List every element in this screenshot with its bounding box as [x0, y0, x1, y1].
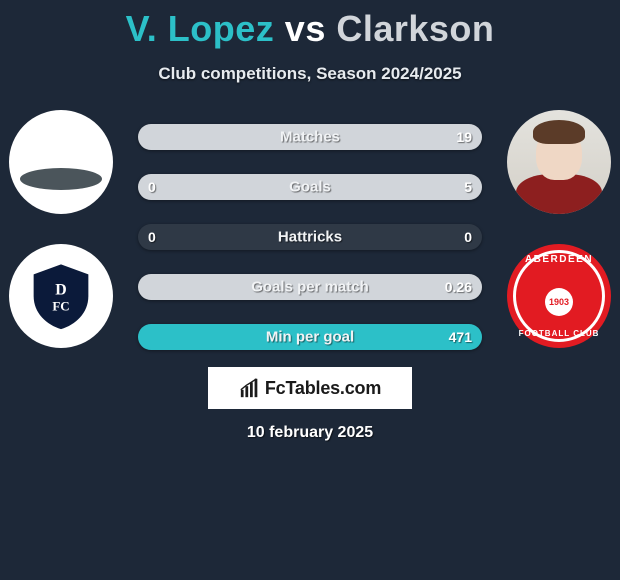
stat-row: Hattricks 0 0 — [138, 224, 482, 250]
stat-value-right: 0.26 — [445, 279, 472, 295]
avatar-placeholder-icon — [20, 168, 102, 190]
left-column: D FC — [6, 110, 116, 348]
stat-label: Goals per match — [251, 279, 369, 296]
player2-avatar — [507, 110, 611, 214]
stat-label: Min per goal — [266, 329, 354, 346]
subtitle: Club competitions, Season 2024/2025 — [0, 64, 620, 84]
stat-value-left: 0 — [148, 179, 156, 195]
avatar-body-icon — [516, 174, 602, 214]
comparison-date: 10 february 2025 — [0, 424, 620, 442]
stat-value-right: 471 — [449, 329, 472, 345]
stat-value-left: 0 — [148, 229, 156, 245]
player2-club-crest: ABERDEEN 1903 FOOTBALL CLUB — [507, 244, 611, 348]
branding-badge: FcTables.com — [208, 367, 412, 409]
right-column: ABERDEEN 1903 FOOTBALL CLUB — [504, 110, 614, 348]
stat-value-right: 19 — [456, 129, 472, 145]
shield-icon: D FC — [25, 260, 97, 332]
comparison-title: V. Lopez vs Clarkson — [0, 0, 620, 50]
stat-row: Goals 0 5 — [138, 174, 482, 200]
svg-text:FC: FC — [52, 298, 69, 313]
svg-text:D: D — [55, 282, 66, 299]
stat-label: Matches — [280, 129, 340, 146]
avatar-hair-icon — [533, 120, 585, 144]
crest-top-text: ABERDEEN — [507, 254, 611, 265]
branding-text: FcTables.com — [265, 378, 381, 399]
player1-avatar — [9, 110, 113, 214]
vs-separator: vs — [285, 8, 326, 49]
stat-row: Matches 19 — [138, 124, 482, 150]
chart-icon — [239, 377, 261, 399]
player1-club-crest: D FC — [9, 244, 113, 348]
stat-value-right: 0 — [464, 229, 472, 245]
stat-row: Goals per match 0.26 — [138, 274, 482, 300]
stat-value-right: 5 — [464, 179, 472, 195]
stat-label: Goals — [289, 179, 331, 196]
stat-row: Min per goal 471 — [138, 324, 482, 350]
player1-name: V. Lopez — [126, 8, 275, 49]
stat-label: Hattricks — [278, 229, 342, 246]
player2-name: Clarkson — [336, 8, 494, 49]
stats-container: Matches 19 Goals 0 5 Hattricks 0 0 Goals per mat… — [138, 124, 482, 350]
crest-year: 1903 — [545, 288, 573, 316]
crest-bottom-text: FOOTBALL CLUB — [507, 329, 611, 338]
